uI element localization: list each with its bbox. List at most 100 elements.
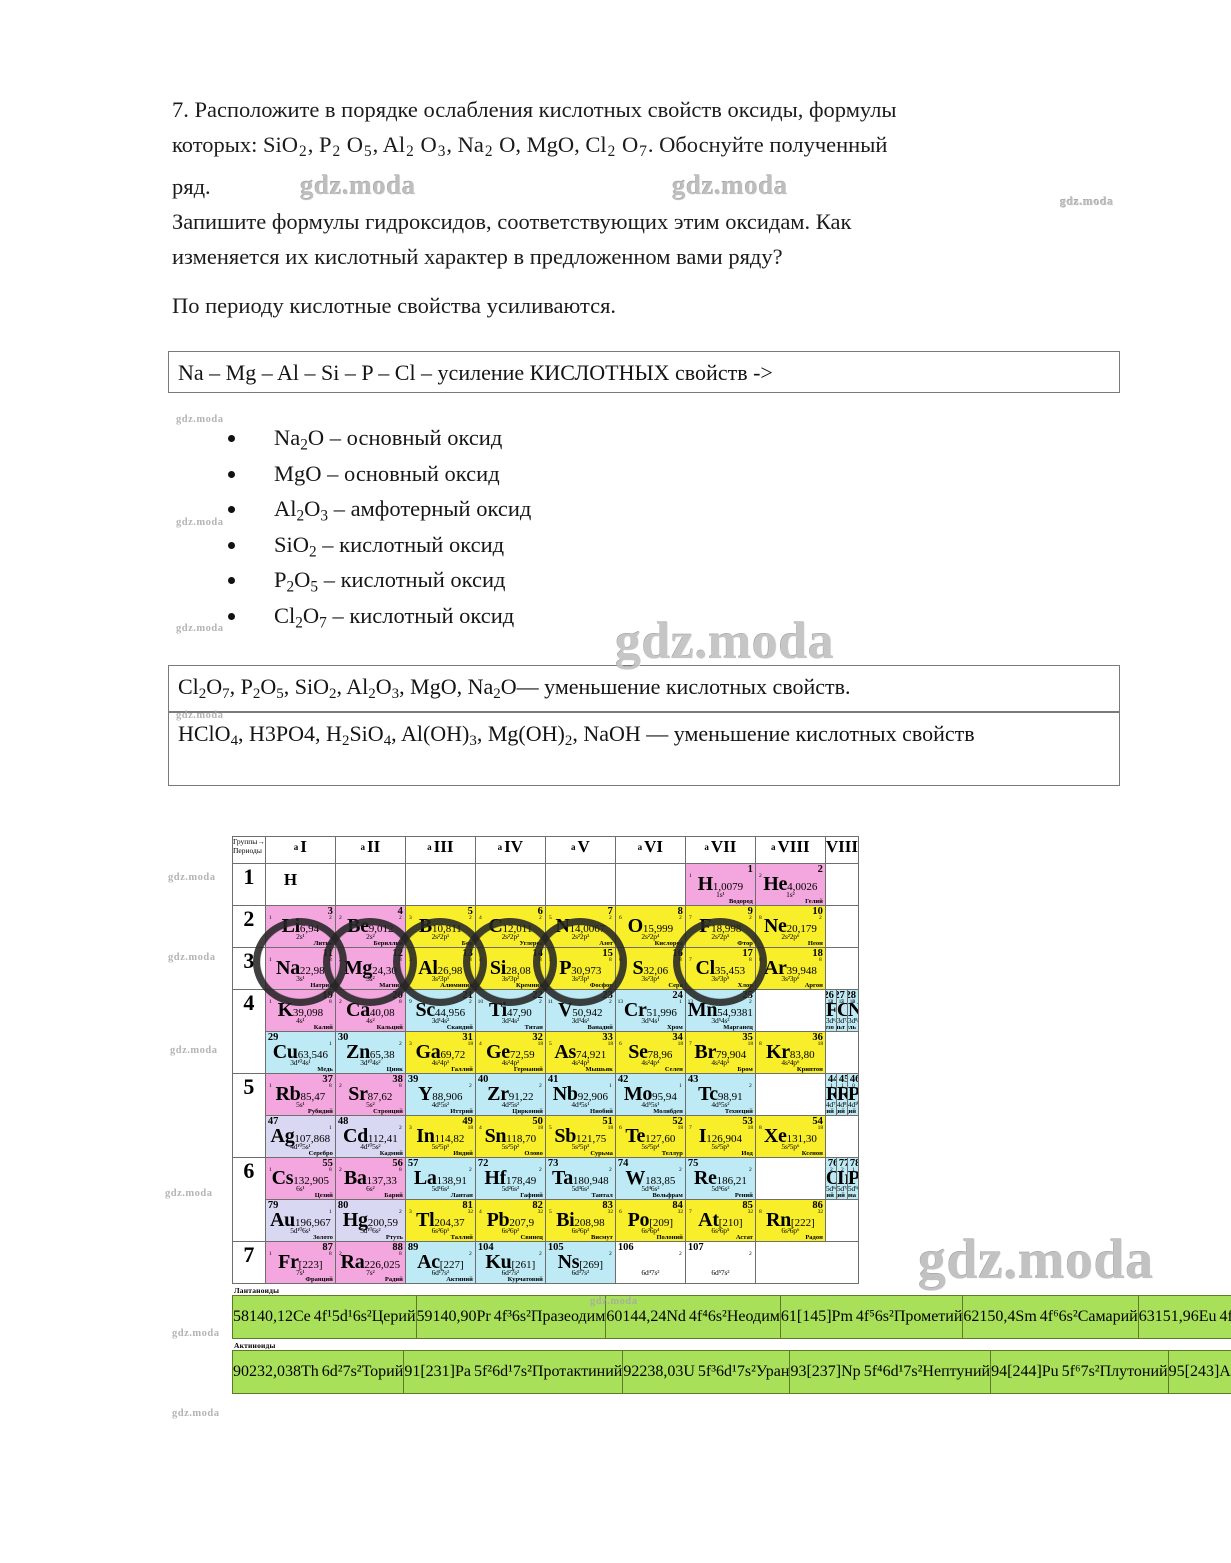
element-cell-Sn[interactable]: 50 4 18 Sn118,70 5s²5p² Олово [474,1115,546,1158]
element-cell-Os[interactable]: 762Os190,25d⁶6s²Осмий [824,1157,837,1200]
list-item: SiO2 – кислотный оксид [222,527,922,563]
element-cell-Pm[interactable]: 61[145]Pm 4f⁵6s²Прометий [779,1295,964,1339]
element-cell-H[interactable]: 1 1 H1,0079 1s¹ Водород [684,863,756,906]
shell-electrons-left: 8 [758,1209,762,1215]
element-cell-Se[interactable]: 34 6 18 Se78,96 4s²4p⁴ Селен [614,1031,686,1074]
atomic-mass: [237] [806,1363,842,1380]
element-cell-Ba[interactable]: 56 2 8 Ba137,33 6s² Барий [334,1157,406,1200]
element-cell-Zr[interactable]: 40 2 Zr91,22 4d²5s² Цирконий [474,1073,546,1116]
element-cell-Au[interactable]: 79 1 Au196,967 5d¹⁰6s¹ Золото [264,1199,336,1242]
element-symbol: Sb [554,1125,577,1147]
element-cell-Xe[interactable]: 54 8 18 Xe131,30 5s²5p⁶ Ксенон [754,1115,826,1158]
shell-electrons-right: 2 [748,999,752,1005]
element-cell-Ga[interactable]: 31 3 18 Ga69,72 4s²4p¹ Галлий [404,1031,476,1074]
element-cell-Ar[interactable]: 18 8 8 Ar39,948 3s²3p⁶ Аргон [754,947,826,990]
element-cell-Sm[interactable]: 62150,4Sm 4f⁶6s²Самарий [962,1295,1139,1339]
element-cell-I[interactable]: 53 7 18 I126,904 5s²5p⁵ Иод [684,1115,756,1158]
element-cell-He[interactable]: 2 2 He4,0026 1s² Гелий [754,863,826,906]
element-cell-In[interactable]: 49 3 18 In114,82 5s²5p¹ Индий [404,1115,476,1158]
element-name: Нептуний [922,1363,991,1380]
element-cell-Ku[interactable]: 104 2 Ku[261] 6d²7s² Курчатовий [474,1241,546,1284]
element-cell-Sr[interactable]: 38 2 8 Sr87,62 5s² Стронций [334,1073,406,1116]
element-cell-Ag[interactable]: 47 1 Ag107,868 4d¹⁰5s¹ Серебро [264,1115,336,1158]
element-symbol: Ns [557,1251,580,1273]
element-cell-Rh[interactable]: 451Rh102,9054d⁸5s¹Родий [835,1073,848,1116]
element-cell-Ru[interactable]: 441Ru101,074d⁷5s¹Рутений [824,1073,837,1116]
element-cell-Ac[interactable]: 89 2 Ac[227] 6d¹7s² Актиний [404,1241,476,1284]
element-symbol: Am [1219,1363,1231,1380]
element-cell-Ge[interactable]: 32 4 18 Ge72,59 4s²4p² Германий [474,1031,546,1074]
element-cell-Ce[interactable]: 58140,12Ce 4f¹5d¹6s²Церий [232,1295,417,1339]
element-cell-Rn[interactable]: 86 8 32 Rn[222] 6s²6p⁶ Радон [754,1199,826,1242]
shell-electrons-left: 13 [617,999,624,1005]
element-symbol: Sn [484,1125,507,1147]
element-cell-Cr[interactable]: 24 13 1 Cr51,996 3d⁵4s¹ Хром [614,989,686,1032]
element-cell-Pd[interactable]: 460Pd106,44d¹⁰Палладий [846,1073,859,1116]
element-cell-Ns[interactable]: 105 2 Ns[269] 6d³7s² [544,1241,616,1284]
element-cell-Tc[interactable]: 43 2 Tc98,91 4d⁵5s² Технеций [684,1073,756,1116]
element-cell-Te[interactable]: 52 6 18 Te127,60 5s²5p⁴ Теллур [614,1115,686,1158]
element-cell-Re[interactable]: 75 2 Re186,21 5d⁵6s² Рений [684,1157,756,1200]
element-cell-Fr[interactable]: 87 1 8 Fr[223] 7s¹ Франций [264,1241,336,1284]
element-cell-Pa[interactable]: 91[231]Pa 5f²6d¹7s²Протактиний [403,1350,624,1394]
element-cell-La[interactable]: 57 2 La138,91 5d¹6s² Лантан [404,1157,476,1200]
atomic-mass: 178,49 [506,1175,537,1187]
element-cell-Nd[interactable]: 60144,24Nd 4f⁴6s²Неодим [605,1295,781,1339]
atomic-mass: 83,80 [789,1049,815,1061]
element-cell-Np[interactable]: 93[237]Np 5f⁴6d¹7s²Нептуний [789,1350,992,1394]
element-cell-Sb[interactable]: 51 5 18 Sb121,75 5s²5p³ Сурьма [544,1115,616,1158]
element-cell-Am[interactable]: 95[243]Am5f⁷7s²Америций [1167,1350,1231,1394]
element-cell-Co[interactable]: 27152Co58,9333d⁷4s²Кобальт [835,989,848,1032]
electron-configuration: 4d⁴5s¹ [571,1100,590,1109]
atomic-mass: 127,60 [645,1133,676,1145]
element-cell-Pb[interactable]: 82 4 32 Pb207,9 6s²6p² Свинец [474,1199,546,1242]
electron-configuration: 4d⁵5s¹ [641,1100,660,1109]
element-cell-Po[interactable]: 84 6 32 Po[209] 6s²6p⁴ Полоний [614,1199,686,1242]
element-cell-Bi[interactable]: 83 5 32 Bi208,98 6s²6p³ Висмут [544,1199,616,1242]
element-cell-Pr[interactable]: 59140,90Pr 4f³6s²Празеодим [415,1295,607,1339]
atomic-number: 18 [812,948,823,960]
shell-electrons-right: 2 [538,915,542,921]
element-cell-Nb[interactable]: 41 1 Nb92,906 4d⁴5s¹ Ниобий [544,1073,616,1116]
atomic-mass: 51,996 [646,1007,677,1019]
element-name: Молибден [653,1108,683,1115]
element-cell-Hf[interactable]: 72 2 Hf178,49 5d²6s² Гафний [474,1157,546,1200]
electron-configuration: 5f⁴6d¹7s² [863,1363,923,1380]
element-cell-Ir[interactable]: 772Ir192,25d⁷6s²Иридий [835,1157,848,1200]
element-cell-Eu[interactable]: 63151,96Eu4f⁷6s²Европий [1137,1295,1231,1339]
atomic-number: 77 [838,1158,847,1170]
atomic-number: 1 [747,864,753,876]
element-cell-Rb[interactable]: 37 1 8 Rb85,47 5s¹ Рубидий [264,1073,336,1116]
shell-electrons-left: 2 [758,873,762,879]
element-name: Рутений [826,1108,834,1115]
element-cell-As[interactable]: 33 5 18 As74,921 4s²4p³ Мышьяк [544,1031,616,1074]
element-cell-Pt[interactable]: 781Pt195,095d⁹6s¹Платина [846,1157,859,1200]
element-cell-Br[interactable]: 35 7 18 Br79,904 4s²4p⁵ Бром [684,1031,756,1074]
element-cell-Fe[interactable]: 26142Fe55,8473d⁶4s²Железо [824,989,837,1032]
electron-configuration: 5d³6s² [571,1184,590,1193]
element-cell-Ni[interactable]: 28162Ni58,703d⁸4s²Никель [846,989,859,1032]
shell-electrons-left: 4 [478,1125,482,1131]
element-cell-W[interactable]: 74 2 W183,85 5d⁴6s² Вольфрам [614,1157,686,1200]
element-cell-106[interactable]: 106 2 6d⁴7s² [614,1241,686,1284]
element-cell-Hg[interactable]: 80 2 Hg200,59 5d¹⁰6s² Ртуть [334,1199,406,1242]
element-name: Индий [453,1150,473,1157]
element-cell-Tl[interactable]: 81 3 32 Tl204,37 6s²6p¹ Таллий [404,1199,476,1242]
element-cell-Th[interactable]: 90232,038Th 6d²7s²Торий [231,1350,405,1394]
element-cell-Kr[interactable]: 36 8 18 Kr83,80 4s²4p⁶ Криптон [754,1031,826,1074]
element-cell-107[interactable]: 107 2 6d⁵7s² [684,1241,756,1284]
element-cell-Cd[interactable]: 48 2 Cd112,41 4d¹⁰5s² Кадмий [334,1115,406,1158]
element-cell-Ne[interactable]: 10 8 2 Ne20,179 2s²2p⁶ Неон [754,905,826,948]
element-cell-Ta[interactable]: 73 2 Ta180,948 5d³6s² Тантал [544,1157,616,1200]
element-cell-Zn[interactable]: 30 2 Zn65,38 3d¹⁰4s² Цинк [334,1031,406,1074]
shell-electrons-right: 2 [538,1083,542,1089]
element-cell-U[interactable]: 92238,03U 5f³6d¹7s²Уран [622,1350,791,1394]
element-cell-Pu[interactable]: 94[244]Pu 5f⁶7s²Плутоний [990,1350,1169,1394]
element-cell-At[interactable]: 85 7 32 At[210] 6s²6p⁵ Астат [684,1199,756,1242]
element-cell-Cs[interactable]: 55 1 8 Cs132,905 6s¹ Цезий [264,1157,336,1200]
element-cell-O[interactable]: 8 6 2 O15,999 2s²2p⁴ Кислород [614,905,686,948]
element-cell-Y[interactable]: 39 2 Y88,906 4d¹5s² Иттрий [404,1073,476,1116]
element-cell-Mo[interactable]: 42 1 Mo95,94 4d⁵5s¹ Молибден [614,1073,686,1116]
element-cell-Cu[interactable]: 29 1 Cu63,546 3d¹⁰4s¹ Медь [264,1031,336,1074]
element-cell-Ra[interactable]: 88 2 8 Ra226,025 7s² Радий [334,1241,406,1284]
